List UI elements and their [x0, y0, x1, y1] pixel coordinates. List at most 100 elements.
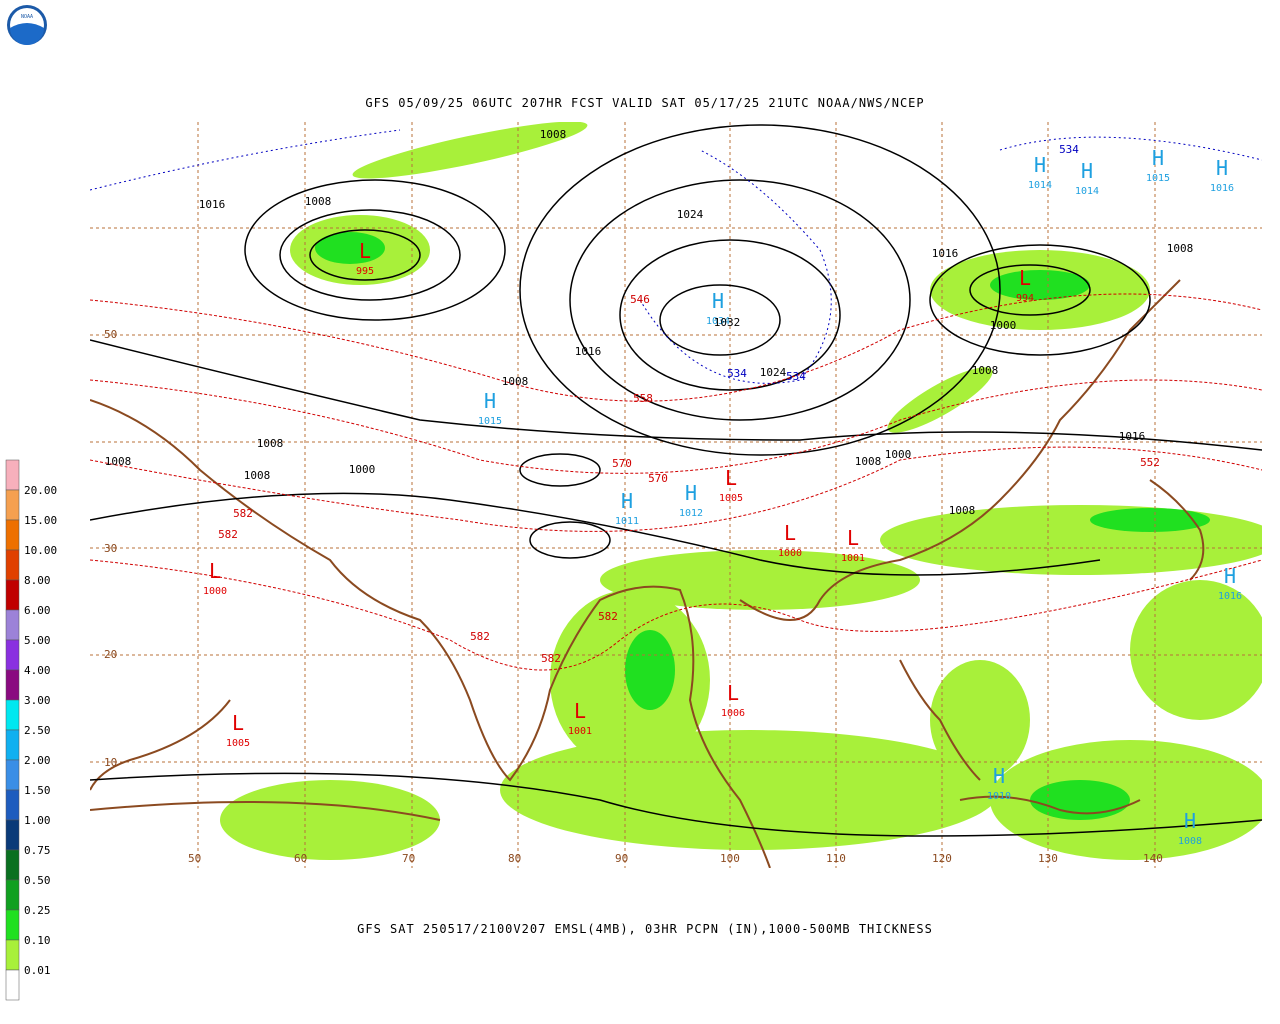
coastlines: [90, 279, 1205, 868]
legend-label: 20.00: [24, 484, 57, 497]
legend-label: 2.50: [24, 724, 51, 737]
thickness-label: 582: [218, 528, 238, 541]
isobar-label: 1000: [349, 463, 376, 476]
lon-label: 60: [294, 852, 307, 865]
isobar-label: 1008: [1167, 242, 1194, 255]
legend-label: 4.00: [24, 664, 51, 677]
legend-swatch: [5, 519, 20, 551]
legend-label: 8.00: [24, 574, 51, 587]
pressure-center-symbol: H: [1224, 564, 1236, 588]
pressure-center-symbol: H: [1034, 153, 1046, 177]
lon-label: 130: [1038, 852, 1058, 865]
legend-label: 5.00: [24, 634, 51, 647]
legend-swatch: [5, 849, 20, 881]
pressure-center-symbol: L: [847, 526, 859, 550]
thickness-label: 582: [598, 610, 618, 623]
isobar-label: 1008: [305, 195, 332, 208]
precip-legend: 20.00 15.00 10.00 8.00 6.00 5.00 4.00 3.00 2.50 2…: [5, 459, 57, 1001]
pressure-center-value: 1016: [1218, 591, 1242, 602]
pressure-center-value: 1000: [778, 548, 802, 559]
pressure-center-symbol: H: [993, 764, 1005, 788]
legend-swatch: [5, 459, 20, 491]
pressure-center-symbol: L: [725, 466, 737, 490]
map-title: GFS 05/09/25 06UTC 207HR FCST VALID SAT …: [365, 96, 924, 110]
isobar-label: 1024: [677, 208, 704, 221]
isobar-label: 1008: [540, 128, 567, 141]
thickness-label: 582: [233, 507, 253, 520]
lon-label: 120: [932, 852, 952, 865]
legend-label: 3.00: [24, 694, 51, 707]
legend-label: 0.25: [24, 904, 51, 917]
isobar-label: 1000: [885, 448, 912, 461]
pressure-center-symbol: H: [1081, 159, 1093, 183]
thickness-cold: [90, 129, 1262, 384]
pressure-center-value: 1015: [1146, 173, 1170, 184]
pressure-center-value: 1001: [841, 553, 865, 564]
lat-lon-grid: [90, 122, 1262, 868]
legend-swatch: [5, 969, 20, 1001]
isobar-label: 1032: [714, 316, 741, 329]
legend-swatch: [5, 549, 20, 581]
lat-label: 50: [104, 328, 117, 341]
isobar-label: 1016: [932, 247, 959, 260]
pressure-center-symbol: L: [1019, 266, 1031, 290]
isobar-label: 1008: [502, 375, 529, 388]
pressure-center-value: 995: [356, 266, 374, 277]
precipitation-heavy: [315, 232, 1210, 820]
map-caption: GFS SAT 250517/2100V207 EMSL(4MB), 03HR …: [357, 922, 933, 936]
legend-swatch: [5, 669, 20, 701]
pressure-center-symbol: H: [685, 481, 697, 505]
pressure-center-symbol: L: [574, 699, 586, 723]
isobar-label: 1024: [760, 366, 787, 379]
legend-label: 6.00: [24, 604, 51, 617]
thickness-label: 582: [541, 652, 561, 665]
pressure-center-symbol: L: [784, 521, 796, 545]
pressure-center-value: 1016: [1210, 183, 1234, 194]
thickness-label: 546: [630, 293, 650, 306]
pressure-center-symbol: H: [1152, 146, 1164, 170]
pressure-center-value: 1014: [1028, 180, 1052, 191]
isobar-label: 1008: [972, 364, 999, 377]
thickness-label: 534: [1059, 143, 1079, 156]
thickness-label: 534: [727, 367, 747, 380]
isobar-label: 1008: [949, 504, 976, 517]
pressure-center-value: 1008: [1178, 836, 1202, 847]
legend-swatch: [5, 699, 20, 731]
legend-swatch: [5, 579, 20, 611]
lon-label: 90: [615, 852, 628, 865]
thickness-label: 570: [648, 472, 668, 485]
pressure-center-symbol: L: [727, 681, 739, 705]
pressure-center-value: 1005: [719, 493, 743, 504]
pressure-center-symbol: H: [712, 289, 724, 313]
legend-swatch: [5, 789, 20, 821]
pressure-center-value: 1001: [568, 726, 592, 737]
legend-swatch: [5, 609, 20, 641]
pressure-center-value: 1010: [987, 791, 1011, 802]
pressure-center-symbol: L: [209, 559, 221, 583]
pressure-center-value: 1005: [226, 738, 250, 749]
lon-label: 50: [188, 852, 201, 865]
pressure-center-symbol: L: [359, 239, 371, 263]
pressure-center-value: 1000: [203, 586, 227, 597]
legend-label: 1.00: [24, 814, 51, 827]
isobar-label: 1016: [575, 345, 602, 358]
isobar-label: 1008: [105, 455, 132, 468]
lat-label: 20: [104, 648, 117, 661]
thickness-label: 552: [1140, 456, 1160, 469]
lon-label: 70: [402, 852, 415, 865]
legend-label: 0.10: [24, 934, 51, 947]
map-area: [90, 122, 1262, 868]
thickness-label: 558: [633, 392, 653, 405]
lon-label: 80: [508, 852, 521, 865]
thickness-label: 570: [612, 457, 632, 470]
pressure-center-value: 994: [1016, 293, 1034, 304]
isobar-label: 1000: [990, 319, 1017, 332]
legend-swatch: [5, 729, 20, 761]
pressure-center-value: 1011: [615, 516, 639, 527]
thickness-lines: [90, 293, 1262, 671]
legend-swatch: [5, 939, 20, 971]
pressure-center-value: 1012: [679, 508, 703, 519]
